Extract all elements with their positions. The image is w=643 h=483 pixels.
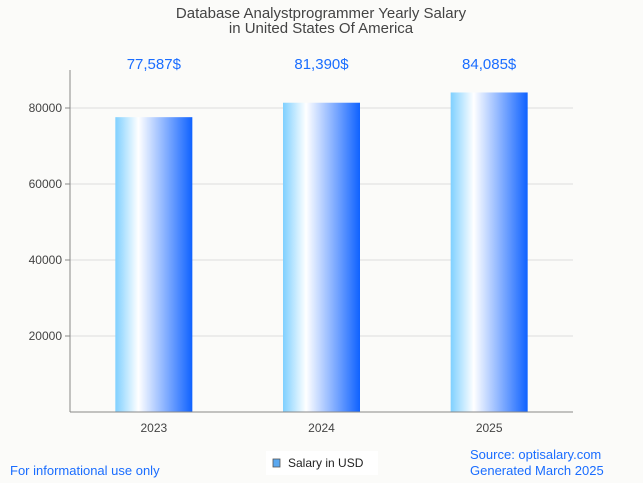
x-tick-label: 2023 [140,421,167,435]
source-link[interactable]: Source: optisalary.com [470,447,602,462]
data-label: 84,085$ [462,56,517,73]
chart-title-line2: in United States Of America [229,20,414,37]
legend-background [266,451,378,475]
legend-swatch [272,458,281,468]
y-tick-label: 40000 [29,253,63,267]
y-tick-label: 60000 [29,177,63,191]
disclaimer-text: For informational use only [10,463,160,478]
bar-2024[interactable] [283,102,360,412]
bar-2023[interactable] [115,117,193,412]
data-label: 77,587$ [127,56,182,73]
bar-2025[interactable] [450,92,528,413]
legend-label[interactable]: Salary in USD [288,456,364,470]
y-tick-label: 20000 [29,329,63,343]
data-label: 81,390$ [294,56,349,73]
generated-date: Generated March 2025 [470,463,604,478]
y-tick-label: 80000 [29,101,63,115]
x-tick-label: 2025 [476,421,503,435]
x-tick-label: 2024 [308,421,335,435]
chart-title-line1: Database Analystprogrammer Yearly Salary [176,5,467,22]
